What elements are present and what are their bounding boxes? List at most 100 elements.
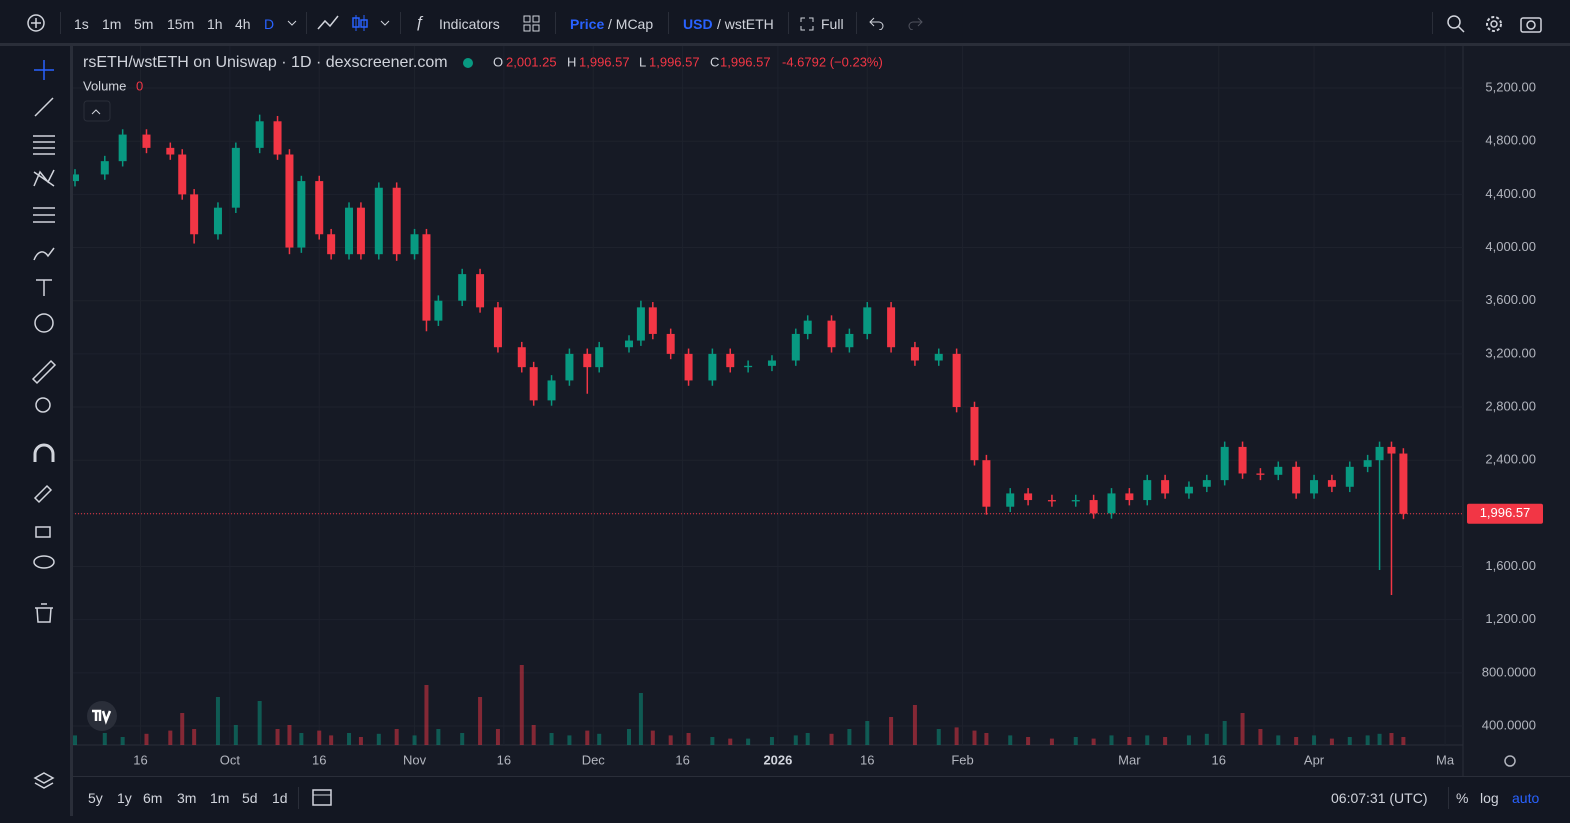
volume-bar xyxy=(180,713,185,745)
volume-bar xyxy=(73,735,77,745)
range-button[interactable]: 1y xyxy=(117,790,132,806)
volume-bar xyxy=(144,733,149,745)
add-symbol[interactable] xyxy=(26,13,46,33)
candle-body xyxy=(1327,480,1336,487)
goto-date[interactable] xyxy=(312,787,332,807)
volume-bar xyxy=(287,725,292,745)
fullscreen-icon xyxy=(800,17,814,31)
separator xyxy=(298,787,299,809)
volume-bar xyxy=(1049,738,1054,745)
volume-bar xyxy=(1365,735,1370,745)
crosshair-tool[interactable] xyxy=(34,60,54,80)
redo[interactable] xyxy=(907,16,923,30)
ruler-tool[interactable] xyxy=(31,359,57,385)
lock-tool[interactable] xyxy=(35,526,51,538)
delete-tool[interactable] xyxy=(35,603,53,623)
magnet-tool[interactable] xyxy=(33,443,55,462)
prediction-tool[interactable] xyxy=(33,207,55,223)
candle-body xyxy=(285,154,294,248)
volume-bar xyxy=(376,733,381,745)
screenshot[interactable] xyxy=(1520,14,1542,34)
volume-bar xyxy=(1204,733,1209,745)
interval[interactable]: 1s xyxy=(74,16,89,32)
volume-bar xyxy=(1276,735,1281,745)
interval[interactable]: 5m xyxy=(134,16,154,32)
interval-active[interactable]: D xyxy=(264,16,275,32)
undo[interactable] xyxy=(869,16,885,30)
chart-type-candles[interactable] xyxy=(350,13,370,33)
volume-bar xyxy=(436,729,441,745)
range-button[interactable]: 3m xyxy=(177,790,197,806)
candle-body xyxy=(744,365,753,368)
settings[interactable] xyxy=(1484,14,1504,34)
x-tick-label: 16 xyxy=(497,752,511,767)
candle-body xyxy=(458,274,467,301)
layouts[interactable] xyxy=(523,15,541,33)
separator xyxy=(60,12,61,34)
percent-toggle[interactable]: % xyxy=(1456,790,1469,806)
candle-body xyxy=(845,333,854,348)
volume-bar xyxy=(1109,735,1114,745)
volume-bar xyxy=(728,738,733,745)
range-button[interactable]: 6m xyxy=(143,790,163,806)
interval[interactable]: 4h xyxy=(235,16,251,32)
lock-draw-tool[interactable] xyxy=(33,484,53,504)
clock[interactable]: 06:07:31 (UTC) xyxy=(1331,790,1428,806)
volume-bar xyxy=(1073,737,1078,745)
pattern-tool[interactable] xyxy=(33,169,55,187)
quick-search[interactable] xyxy=(1446,14,1466,34)
volume-bar xyxy=(1389,733,1394,745)
axis-settings[interactable] xyxy=(1504,755,1516,767)
candle-body xyxy=(1345,466,1354,487)
candle-body xyxy=(142,134,151,148)
volume-bar xyxy=(299,733,304,745)
price-toggle[interactable]: Price xyxy=(570,16,605,32)
range-button[interactable]: 5y xyxy=(88,790,103,806)
quote-toggle[interactable]: / wstETH xyxy=(717,16,774,32)
volume-bar xyxy=(1026,737,1031,745)
legend-value: 1,996.57 xyxy=(579,54,630,69)
range-button[interactable]: 5d xyxy=(242,790,258,806)
volume-bar xyxy=(1240,713,1245,745)
dropdown[interactable] xyxy=(379,18,391,28)
volume-bar xyxy=(847,729,852,745)
object-tree[interactable] xyxy=(33,771,55,793)
volume-bar xyxy=(746,738,751,745)
interval[interactable]: 15m xyxy=(167,16,195,32)
log-toggle[interactable]: log xyxy=(1480,790,1499,806)
x-tick-label: Oct xyxy=(220,752,241,767)
candle-body xyxy=(708,353,717,381)
currency-toggle[interactable]: USD xyxy=(683,16,713,32)
interval[interactable]: 1m xyxy=(102,16,122,32)
volume-bar xyxy=(412,735,417,745)
volume-bar xyxy=(424,685,429,745)
separator xyxy=(856,12,857,34)
range-button[interactable]: 1m xyxy=(210,790,230,806)
candle-body xyxy=(231,147,240,208)
volume-bar xyxy=(1163,737,1168,745)
chart-background xyxy=(72,46,1570,776)
fib-tool[interactable] xyxy=(33,135,55,155)
hide-tool[interactable] xyxy=(33,555,55,569)
range-button[interactable]: 1d xyxy=(272,790,288,806)
volume-bar xyxy=(168,730,173,745)
auto-toggle[interactable]: auto xyxy=(1512,790,1540,806)
dropdown[interactable] xyxy=(286,18,298,28)
separator xyxy=(400,12,401,34)
brush-tool[interactable] xyxy=(33,247,55,261)
text-tool[interactable] xyxy=(36,279,52,296)
chart-type-line[interactable] xyxy=(316,14,340,32)
candle-body xyxy=(1024,493,1033,501)
zoom-tool[interactable] xyxy=(35,397,51,413)
volume-bar xyxy=(1145,735,1150,745)
indicators-button[interactable]: Indicators xyxy=(439,16,500,32)
trendline-tool[interactable] xyxy=(34,97,54,117)
mcap-toggle[interactable]: / MCap xyxy=(608,16,654,32)
y-tick-label: 4,800.00 xyxy=(1485,133,1536,148)
volume-bar xyxy=(793,735,798,745)
legend-label: H xyxy=(567,54,576,69)
interval[interactable]: 1h xyxy=(207,16,223,32)
emoji-tool[interactable] xyxy=(34,313,54,333)
fullscreen-button[interactable]: Full xyxy=(821,16,844,32)
